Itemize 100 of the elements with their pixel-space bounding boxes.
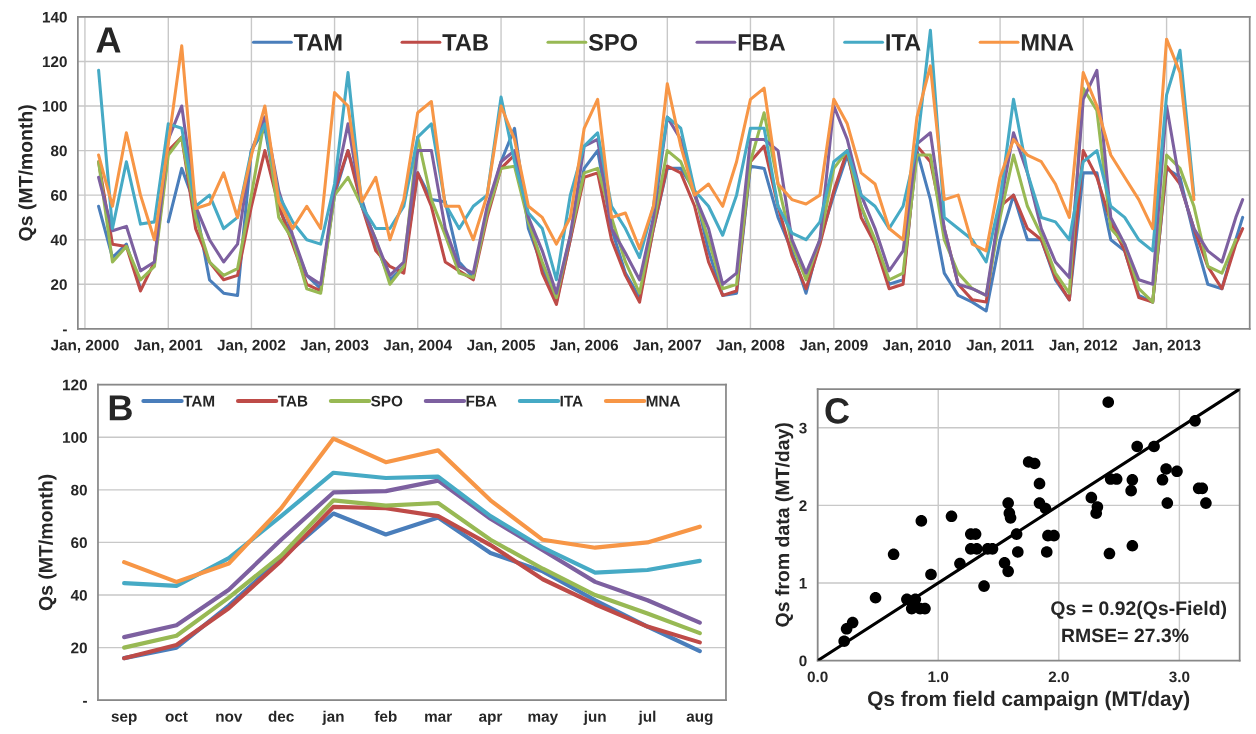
- line-series: [122, 470, 702, 588]
- y-tick-label: 2: [799, 500, 807, 511]
- point: [978, 580, 990, 592]
- point: [1040, 546, 1053, 558]
- x-tick-label: mar: [425, 713, 452, 722]
- point: [1171, 465, 1183, 478]
- point: [1126, 539, 1139, 552]
- point: [869, 591, 882, 604]
- point: [1189, 415, 1201, 427]
- y-tick-label: 1: [799, 578, 807, 589]
- y-tick-label: 20: [71, 642, 87, 654]
- legend-label: TAB: [277, 395, 308, 407]
- x-tick-label: dec: [268, 710, 294, 722]
- y-axis-title: Qs (MT/month): [18, 105, 37, 241]
- y-tick-label: 120: [63, 379, 87, 391]
- x-tick-label: jul: [638, 710, 656, 725]
- x-tick-label: 0.0: [807, 671, 828, 683]
- chart-title: C: [825, 398, 850, 424]
- y-tick-label: 20: [50, 279, 67, 290]
- y-tick-label: 80: [71, 484, 87, 496]
- annotation: RMSE= 27.3%: [1062, 628, 1189, 643]
- x-tick-label: Jan, 2002: [217, 339, 286, 353]
- point: [1012, 546, 1024, 558]
- x-tick-label: 1.0: [928, 671, 949, 683]
- x-tick-label: may: [528, 713, 559, 725]
- point: [1039, 502, 1052, 515]
- y-tick-label: 3: [799, 422, 807, 434]
- legend-label: TAM: [183, 395, 215, 407]
- y-tick-label: 40: [50, 234, 67, 246]
- point: [1010, 528, 1023, 540]
- x-tick-label: Jan, 2013: [1132, 339, 1201, 353]
- point: [915, 515, 928, 527]
- y-tick-label: 40: [70, 589, 87, 601]
- x-tick-label: nov: [216, 713, 243, 722]
- y-tick-label: 0: [799, 655, 807, 667]
- x-tick-label: jun: [583, 710, 606, 725]
- x-tick-label: feb: [374, 710, 397, 722]
- point: [1125, 484, 1137, 497]
- legend-label: TAM: [293, 34, 342, 51]
- legend-label: MNA: [646, 395, 681, 407]
- x-tick-label: Jan, 2012: [1049, 339, 1118, 353]
- y-tick-label: -: [62, 329, 67, 332]
- x-tick-label: aug: [686, 713, 713, 725]
- legend-label: SPO: [371, 395, 403, 407]
- x-tick-label: oct: [165, 711, 188, 722]
- x-tick-label: Jan, 2011: [966, 339, 1034, 353]
- x-tick-label: Jan, 2006: [550, 339, 619, 353]
- x-tick-label: apr: [479, 713, 503, 725]
- y-tick-label: 100: [42, 100, 67, 112]
- x-tick-label: sep: [111, 713, 137, 725]
- y-axis-title: Qs (MT/month): [38, 474, 57, 611]
- point: [1156, 474, 1169, 486]
- legend-label: ITA: [560, 395, 583, 407]
- x-tick-label: Jan, 2001: [134, 339, 203, 353]
- point: [840, 622, 853, 635]
- x-axis-title: Qs from field campaign (MT/day): [868, 690, 1190, 711]
- x-tick-label: 3.0: [1169, 671, 1190, 683]
- line-series: [122, 478, 702, 640]
- legend-label: SPO: [588, 34, 638, 51]
- legend-label: MNA: [1021, 34, 1074, 51]
- legend-label: ITA: [886, 34, 921, 51]
- y-tick-label: 60: [71, 537, 87, 549]
- point: [1102, 396, 1115, 409]
- point: [954, 557, 966, 570]
- point: [1002, 497, 1014, 509]
- point: [1126, 474, 1139, 486]
- y-tick-label: 120: [42, 56, 67, 68]
- point: [1148, 440, 1160, 453]
- y-tick-label: 80: [50, 145, 67, 157]
- point: [1160, 463, 1172, 475]
- point: [1002, 565, 1014, 578]
- annotation: Qs = 0.92(Qs-Field): [1051, 600, 1227, 619]
- legend-label: TAB: [442, 34, 488, 51]
- point: [1033, 477, 1046, 490]
- x-tick-label: Jan, 2000: [50, 339, 119, 353]
- point: [1161, 497, 1174, 509]
- point: [1131, 440, 1143, 453]
- x-tick-label: Jan, 2010: [882, 339, 951, 353]
- y-tick-label: 140: [42, 11, 67, 23]
- line-series: [122, 436, 702, 584]
- x-tick-label: 2.0: [1048, 671, 1069, 683]
- legend-label: FBA: [738, 34, 786, 51]
- legend-label: FBA: [466, 395, 497, 407]
- point: [945, 510, 958, 523]
- point: [887, 548, 900, 561]
- x-tick-label: jan: [322, 710, 344, 725]
- x-tick-label: Jan, 2003: [300, 339, 369, 353]
- point: [1103, 547, 1116, 560]
- x-tick-label: Jan, 2005: [466, 339, 536, 353]
- chart-title: B: [109, 395, 132, 421]
- x-tick-label: Jan, 2007: [633, 339, 702, 353]
- point: [925, 568, 937, 581]
- point: [838, 635, 850, 648]
- y-axis-title: Qs from data (MT/day): [775, 423, 794, 627]
- point: [1085, 491, 1098, 504]
- y-tick-label: 100: [63, 432, 87, 443]
- x-tick-label: Jan, 2004: [383, 339, 453, 353]
- point: [1200, 497, 1212, 509]
- chart-title: A: [96, 27, 121, 53]
- x-tick-label: Jan, 2009: [799, 339, 868, 353]
